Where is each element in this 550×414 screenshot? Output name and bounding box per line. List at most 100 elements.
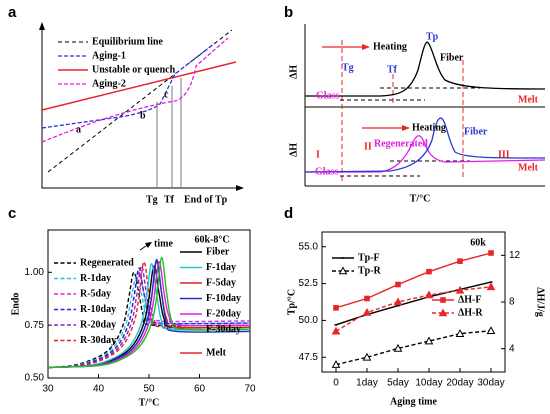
x-tick-label: 5day	[387, 378, 409, 389]
y-tick-label: 1.00	[25, 267, 45, 278]
legend-label: F-1day	[206, 262, 236, 273]
equilibrium-line	[47, 29, 233, 173]
x-label: T/°C	[410, 193, 431, 204]
marker	[438, 308, 448, 317]
marker-label: Tg	[342, 62, 354, 73]
marker	[362, 352, 372, 361]
marker-label: Tg	[146, 194, 158, 205]
region-label: III	[498, 149, 510, 160]
legend-label: R-10day	[80, 304, 116, 315]
region-label: II	[364, 141, 372, 152]
legend-label: F-20day	[206, 308, 241, 319]
x-tick-label: 60	[194, 384, 206, 395]
y-tick-label: 8	[509, 297, 515, 308]
curve-label: Fiber	[464, 126, 488, 137]
chart-title: 60k-8°C	[194, 234, 229, 245]
regenerated-curve	[305, 135, 546, 173]
fiber-curve	[304, 117, 546, 173]
legend-label: Tp-F	[358, 252, 380, 263]
arrowhead	[145, 242, 152, 248]
point-label: a	[76, 124, 81, 135]
point-label: b	[140, 110, 146, 121]
x-tick-label: 0	[333, 378, 339, 389]
marker-label: End of Tp	[184, 194, 228, 205]
legend-label: Equilibrium line	[92, 36, 163, 47]
series-line	[335, 286, 492, 332]
y-label: ΔH	[288, 65, 299, 79]
series-line	[47, 271, 251, 369]
marker	[489, 281, 493, 283]
y-label: Tp/°C	[286, 289, 297, 315]
marker	[393, 343, 403, 352]
marker	[396, 304, 400, 307]
series-line	[47, 258, 251, 369]
melt-label: Melt	[518, 94, 539, 105]
point-label: c	[164, 89, 169, 100]
marker	[393, 297, 403, 306]
annotation: time	[154, 238, 173, 249]
arrow-label: Heating	[412, 122, 446, 133]
legend-label: Tp-R	[358, 265, 382, 276]
unstable-line	[41, 61, 237, 111]
y-tick-label: 47.5	[299, 352, 319, 363]
chart-title: 60k	[470, 237, 486, 248]
marker	[338, 266, 348, 275]
legend-label: R-5day	[80, 288, 111, 299]
marker	[333, 305, 339, 311]
marker	[395, 281, 401, 288]
marker-label: Tf	[164, 194, 175, 205]
marker	[455, 329, 465, 337]
x-label: T/°C	[139, 397, 160, 408]
y-tick-label: 55.0	[299, 241, 319, 252]
y-tick-label: 50.0	[299, 315, 319, 326]
marker	[334, 324, 338, 326]
legend-label: Aging-1	[92, 50, 126, 61]
curve-label: Regenerated	[374, 138, 428, 149]
y-label: ΔH	[288, 143, 299, 157]
fiber-curve	[305, 41, 546, 97]
series-line	[47, 275, 251, 369]
x-tick-label: 30day	[477, 378, 504, 389]
marker	[362, 307, 372, 316]
legend-label: R-30day	[80, 335, 116, 346]
aging-2-line	[41, 37, 229, 143]
series-line	[47, 267, 251, 369]
marker-label: Tf	[387, 64, 398, 75]
series-line	[47, 256, 251, 369]
glass-label: Glass	[315, 166, 338, 177]
x-tick-label: 1day	[356, 378, 378, 389]
series-line	[47, 265, 251, 369]
marker	[424, 336, 434, 345]
marker	[440, 297, 446, 303]
marker	[455, 285, 465, 294]
region-label: I	[316, 149, 320, 160]
panel-label: b	[284, 4, 293, 21]
series-line	[47, 261, 251, 369]
panel-b: b ΔH ΔH Heating Glass Tg Tf Tp Fiber Mel…	[284, 4, 546, 204]
x-tick-label: 40	[93, 384, 105, 395]
y-tick-label: 12	[509, 250, 521, 261]
glass-label: Glass	[316, 90, 339, 101]
marker	[341, 257, 345, 259]
panel-label: c	[8, 205, 16, 222]
marker	[457, 258, 463, 264]
axes	[41, 28, 238, 189]
arrowhead	[39, 22, 45, 30]
arrowhead	[362, 44, 370, 50]
series-line	[335, 252, 492, 309]
curve-label: Fiber	[440, 52, 464, 63]
legend-label: Aging-2	[92, 78, 126, 89]
series-line	[47, 263, 251, 369]
melt-label: Melt	[518, 162, 539, 173]
x-tick-label: 50	[143, 384, 155, 395]
y2-label: ΔH/J/g	[535, 287, 546, 317]
x-label: Aging time	[390, 396, 438, 407]
panel-a: a Equilibrium line Aging-1 Unstable or q…	[8, 4, 244, 205]
legend-label: F-10day	[206, 293, 241, 304]
legend-label: R-20day	[80, 319, 116, 330]
y-tick-label: 0.75	[25, 320, 45, 331]
marker	[426, 268, 432, 275]
marker	[486, 326, 496, 335]
y-tick-label: 0.50	[25, 373, 45, 384]
